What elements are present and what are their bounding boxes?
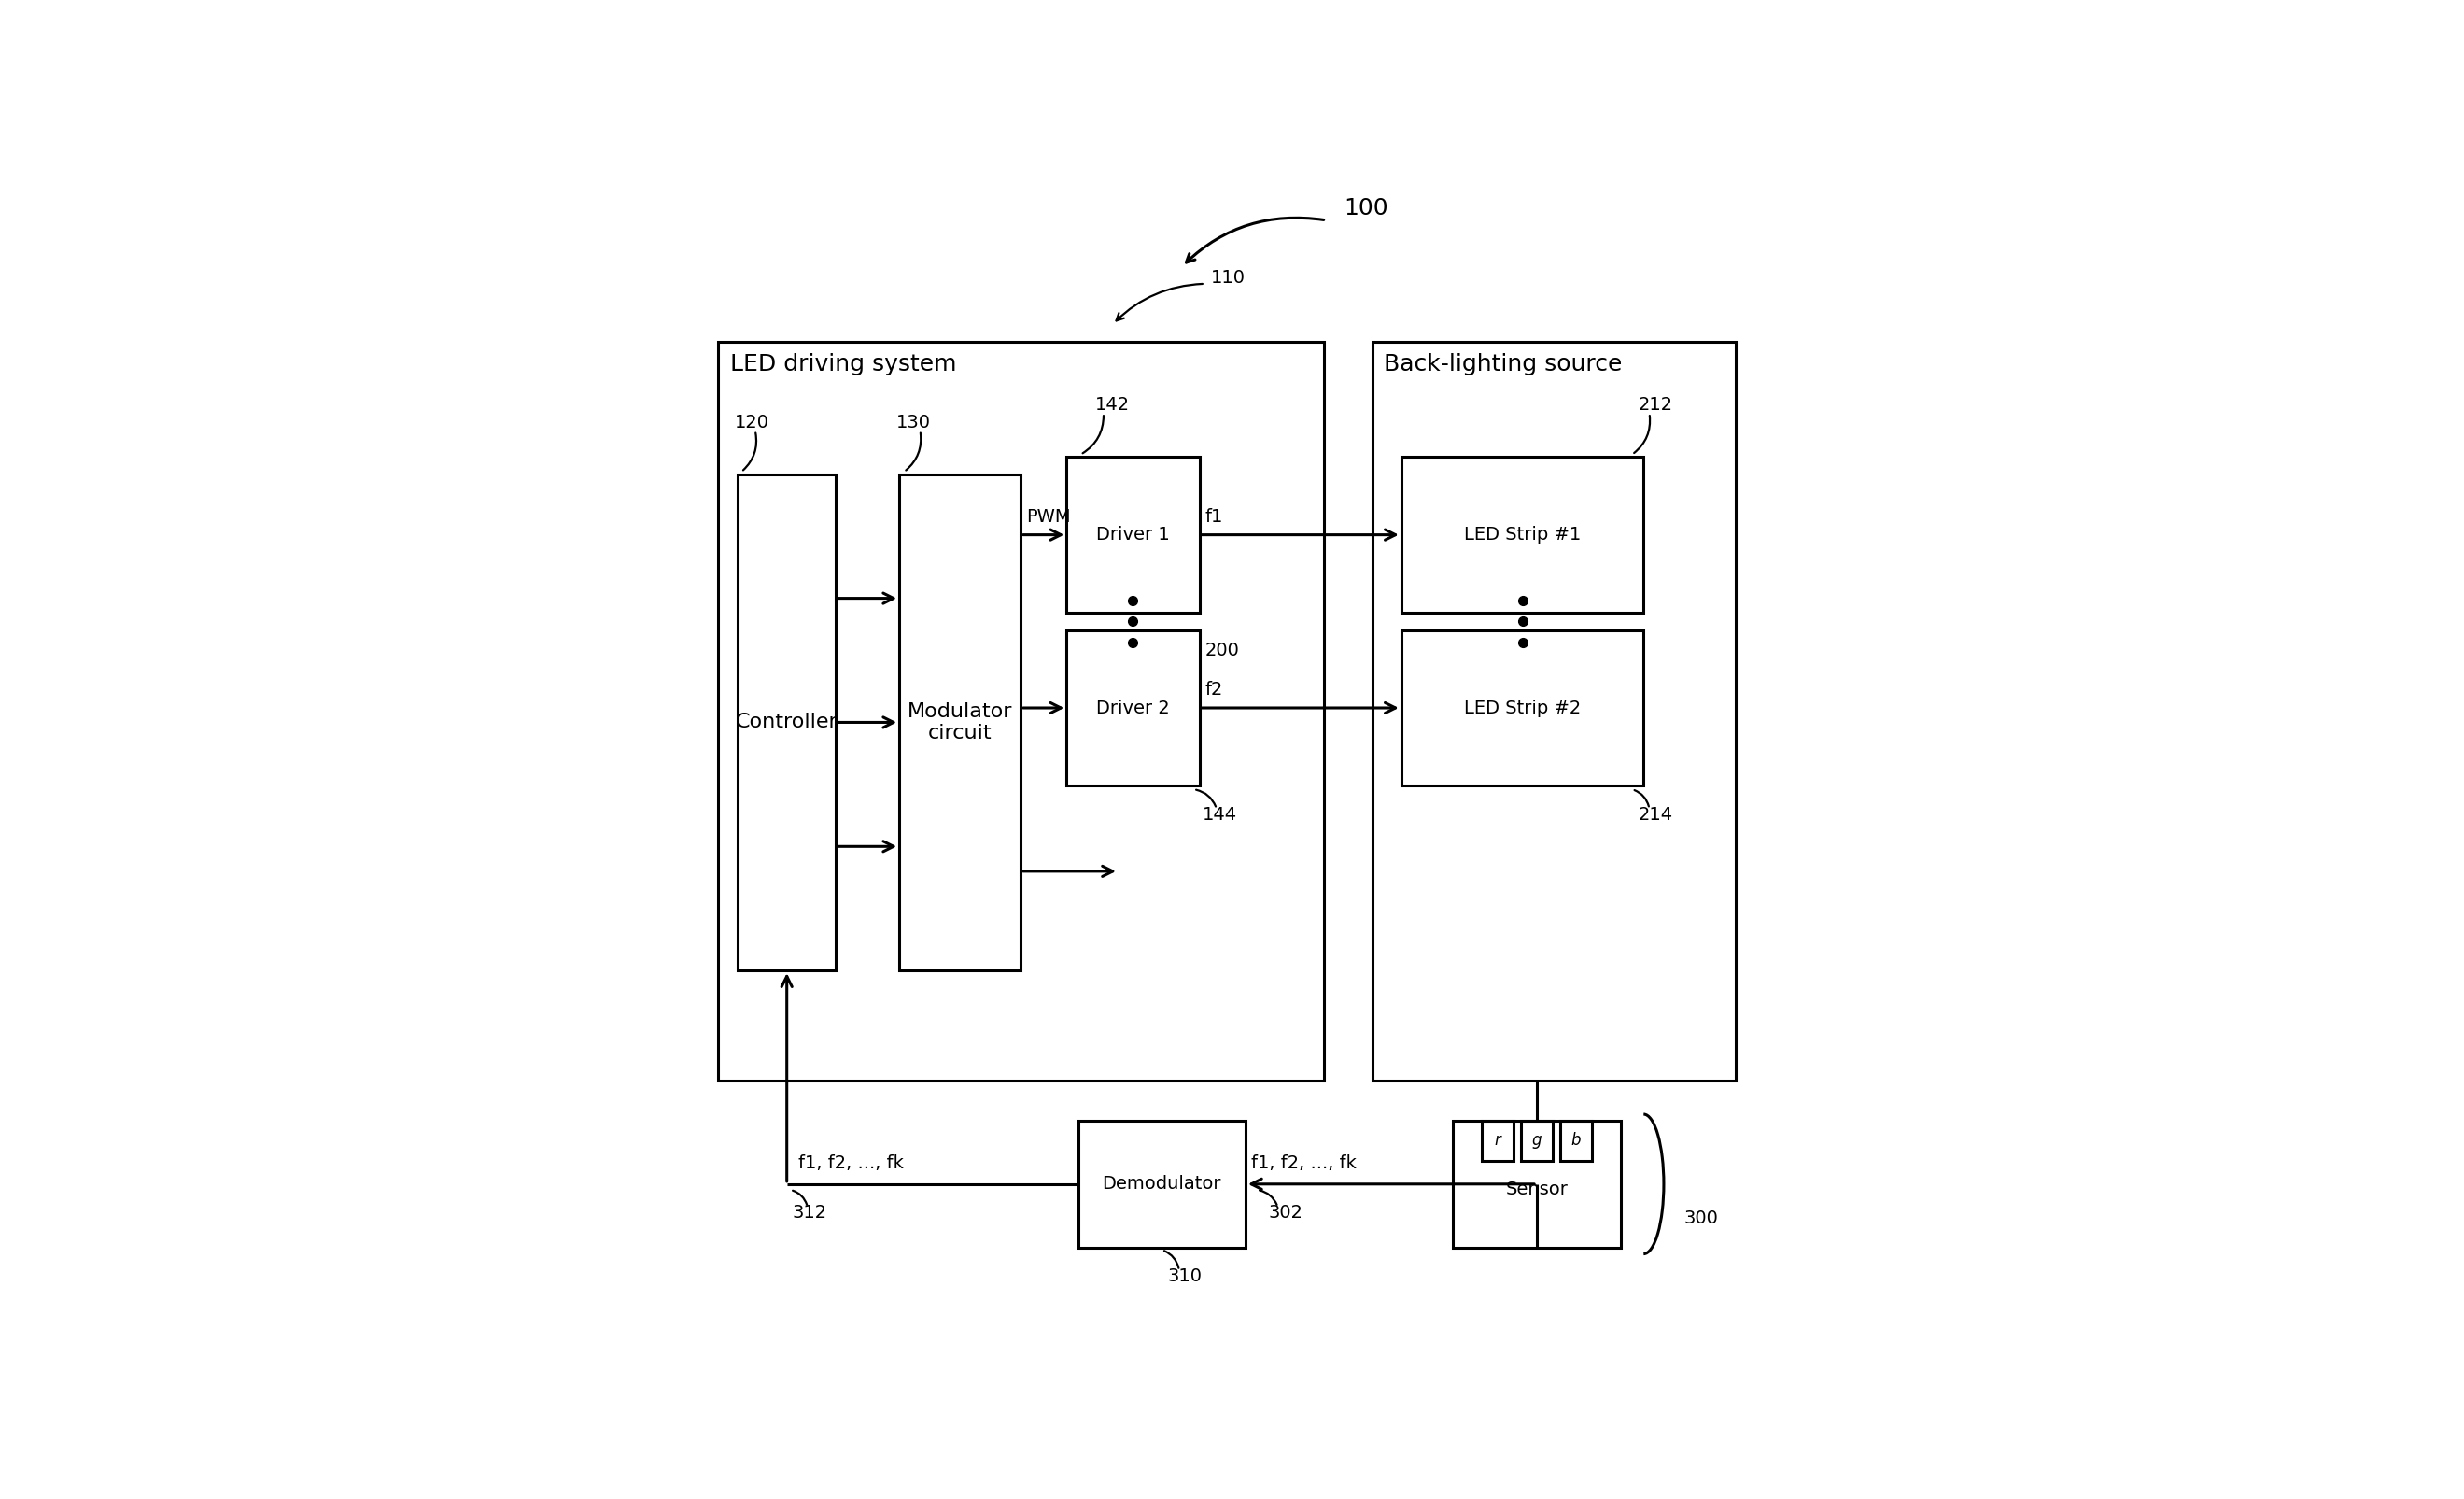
Bar: [1481, 1121, 1513, 1160]
Bar: [1079, 1121, 1244, 1247]
Text: Sensor: Sensor: [1506, 1181, 1567, 1199]
Text: 100: 100: [1343, 198, 1387, 220]
Bar: [1520, 1121, 1552, 1160]
Bar: [1402, 457, 1643, 613]
Text: PWM: PWM: [1025, 508, 1072, 526]
Text: f1, f2, ..., fk: f1, f2, ..., fk: [798, 1154, 904, 1172]
Bar: [1560, 1121, 1592, 1160]
Text: 214: 214: [1639, 806, 1673, 823]
Text: 310: 310: [1168, 1268, 1202, 1285]
Text: b: b: [1572, 1132, 1582, 1150]
Text: 142: 142: [1096, 396, 1131, 414]
Bar: [1372, 342, 1737, 1081]
Text: 110: 110: [1210, 270, 1244, 286]
Text: Controller: Controller: [737, 714, 838, 732]
Text: Back-lighting source: Back-lighting source: [1385, 352, 1621, 375]
Text: LED driving system: LED driving system: [729, 352, 956, 375]
Text: 312: 312: [793, 1204, 828, 1222]
Text: 130: 130: [897, 414, 931, 432]
Text: Driver 2: Driver 2: [1096, 699, 1170, 717]
Text: f2: f2: [1205, 681, 1222, 699]
Text: LED Strip #2: LED Strip #2: [1464, 699, 1582, 717]
Bar: [1067, 457, 1200, 613]
Bar: [899, 474, 1020, 970]
Text: g: g: [1533, 1132, 1542, 1150]
Bar: [1067, 630, 1200, 785]
Text: 300: 300: [1683, 1210, 1717, 1228]
Text: 144: 144: [1202, 806, 1237, 823]
Text: 302: 302: [1269, 1204, 1303, 1222]
Text: f1: f1: [1205, 508, 1222, 526]
Text: 120: 120: [734, 414, 769, 432]
Bar: [1454, 1121, 1621, 1247]
Text: r: r: [1493, 1132, 1501, 1150]
Bar: [1402, 630, 1643, 785]
Text: 200: 200: [1205, 642, 1239, 660]
Text: LED Strip #1: LED Strip #1: [1464, 526, 1582, 544]
Bar: [717, 342, 1323, 1081]
Text: Modulator
circuit: Modulator circuit: [907, 702, 1013, 742]
Text: Demodulator: Demodulator: [1101, 1175, 1222, 1193]
Text: Driver 1: Driver 1: [1096, 526, 1170, 544]
Text: 212: 212: [1639, 396, 1673, 414]
Bar: [737, 474, 835, 970]
Text: f1, f2, ..., fk: f1, f2, ..., fk: [1252, 1154, 1358, 1172]
